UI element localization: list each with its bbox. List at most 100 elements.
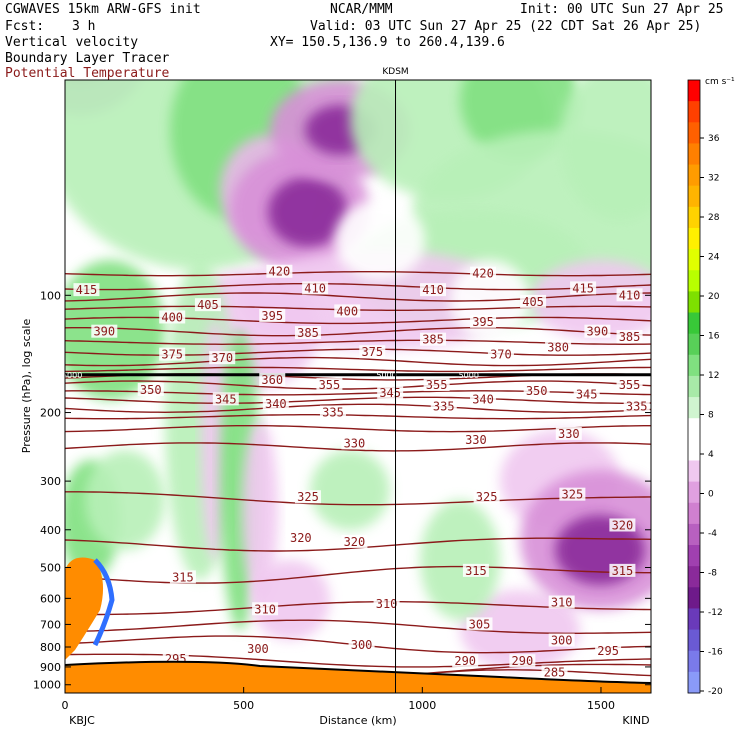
isentrope-330 — [65, 442, 651, 452]
isentrope-label-bg — [452, 654, 479, 668]
colorbar-tick-label: 32 — [708, 174, 719, 184]
y-tick-label: 700 — [40, 618, 61, 631]
isentrope-label: 405 — [522, 295, 544, 309]
isentrope-label-bg — [137, 382, 164, 396]
isentrope-label: 400 — [336, 304, 358, 318]
colorbar-swatch — [688, 439, 700, 461]
colorbar-swatch — [688, 608, 700, 631]
isentrope-label: 340 — [472, 392, 494, 406]
isentrope-label: 350 — [526, 384, 548, 398]
isentrope-305 — [65, 619, 651, 634]
isentrope-label: 370 — [211, 351, 233, 365]
isentrope-label-bg — [430, 399, 457, 413]
y-tick-label: 1000 — [33, 679, 61, 692]
tropopause-label: 5000 — [62, 371, 82, 380]
isentrope-label-bg — [616, 330, 643, 344]
velocity-blob — [242, 420, 278, 600]
velocity-blob — [460, 590, 580, 670]
colorbar-swatch — [688, 460, 700, 483]
isentrope-label-bg — [302, 281, 329, 295]
colorbar-tick-label: 8 — [708, 411, 714, 421]
colorbar: 36 32 28 24 20 16 12 8 4 0 -4 -8 -12 -16 -20 — [687, 79, 723, 697]
colorbar-swatch — [688, 227, 700, 250]
y-tick-label: 500 — [40, 562, 61, 575]
terrain-fill — [65, 661, 651, 693]
field-potential-temperature: Potential Temperature — [5, 66, 170, 81]
isentrope-label-bg — [573, 387, 600, 401]
colorbar-swatch — [688, 418, 700, 440]
velocity-blob — [40, 0, 120, 80]
isentrope-label: 330 — [558, 427, 580, 441]
isentrope-label: 355 — [319, 378, 341, 392]
isentrope-label: 330 — [465, 433, 487, 447]
end-station-label: KIND — [622, 714, 649, 727]
isentrope-label: 355 — [426, 378, 448, 392]
isentrope-410 — [65, 292, 651, 302]
isentrope-label: 375 — [161, 348, 183, 362]
ground-line — [65, 660, 651, 684]
isentrope-label: 415 — [572, 281, 594, 295]
isentrope-label-bg — [262, 396, 289, 410]
isentrope-335 — [65, 425, 651, 433]
isentrope-label-bg — [420, 332, 447, 346]
colorbar-swatch — [688, 312, 700, 335]
isentrope-label: 325 — [562, 488, 584, 502]
org-label: NCAR/MMM — [330, 2, 393, 17]
isentrope-label-bg — [341, 535, 368, 549]
isentrope-label: 385 — [297, 326, 319, 340]
velocity-blob — [268, 177, 348, 247]
isentrope-label: 355 — [619, 378, 641, 392]
colorbar-swatch — [688, 143, 700, 166]
isentrope-label-bg — [359, 345, 386, 359]
field-vertical-velocity: Vertical velocity — [5, 35, 139, 50]
colorbar-tick-label: 36 — [708, 134, 720, 144]
isentrope-label-bg — [523, 383, 550, 397]
isentrope-label-bg — [548, 595, 575, 609]
x-axis-title: Distance (km) — [319, 714, 396, 727]
isentrope-label: 320 — [344, 535, 366, 549]
isentrope-label-bg — [252, 602, 279, 616]
velocity-blob — [310, 450, 390, 530]
isentrope-label: 320 — [612, 518, 634, 532]
colorbar-swatch — [688, 185, 700, 208]
isentrope-label: 380 — [547, 340, 569, 354]
colorbar-swatch — [688, 164, 700, 187]
isentrope-315 — [65, 565, 651, 584]
isentrope-345 — [65, 403, 651, 414]
isentrope-label-bg — [470, 392, 497, 406]
isentrope-label-bg — [244, 642, 271, 656]
isentrope-label: 335 — [322, 406, 344, 420]
colorbar-swatch — [688, 101, 700, 123]
isentrope-label: 325 — [297, 490, 319, 504]
cross-section-endpoints: XY= 150.5,136.9 to 260.4,139.6 — [270, 35, 505, 50]
isentrope-label-bg — [259, 373, 286, 387]
isentrope-label-bg — [541, 665, 568, 679]
y-tick-label: 300 — [40, 475, 61, 488]
x-tick-label: 0 — [62, 699, 69, 712]
colorbar-tick-label: 12 — [708, 371, 719, 381]
colorbar-swatch — [688, 291, 700, 314]
forecast-label: Fcst: — [5, 19, 45, 34]
colorbar-tick-label: -20 — [708, 687, 723, 697]
model-title: CGWAVES 15km ARW-GFS init — [5, 2, 201, 17]
isentrope-label-bg — [287, 531, 314, 545]
isentrope-label: 325 — [476, 490, 498, 504]
isentrope-label: 335 — [626, 400, 648, 414]
x-tick-label: 500 — [233, 699, 254, 712]
colorbar-tick-label: 24 — [708, 253, 720, 263]
colorbar-swatch — [688, 523, 700, 546]
start-station-label: KBJC — [69, 714, 95, 727]
colorbar-tick-label: -16 — [708, 648, 723, 658]
isentrope-label: 410 — [619, 288, 641, 302]
colorbar-swatch — [688, 206, 700, 229]
colorbar-swatch — [688, 354, 700, 377]
plot-frame — [64, 79, 652, 694]
isentrope-label-bg — [623, 399, 650, 413]
isentrope-label-bg — [194, 298, 221, 312]
colorbar-swatch — [688, 566, 700, 588]
isentrope-label-bg — [462, 432, 489, 446]
isentrope-label: 345 — [215, 392, 237, 406]
isentrope-label: 340 — [265, 397, 287, 411]
